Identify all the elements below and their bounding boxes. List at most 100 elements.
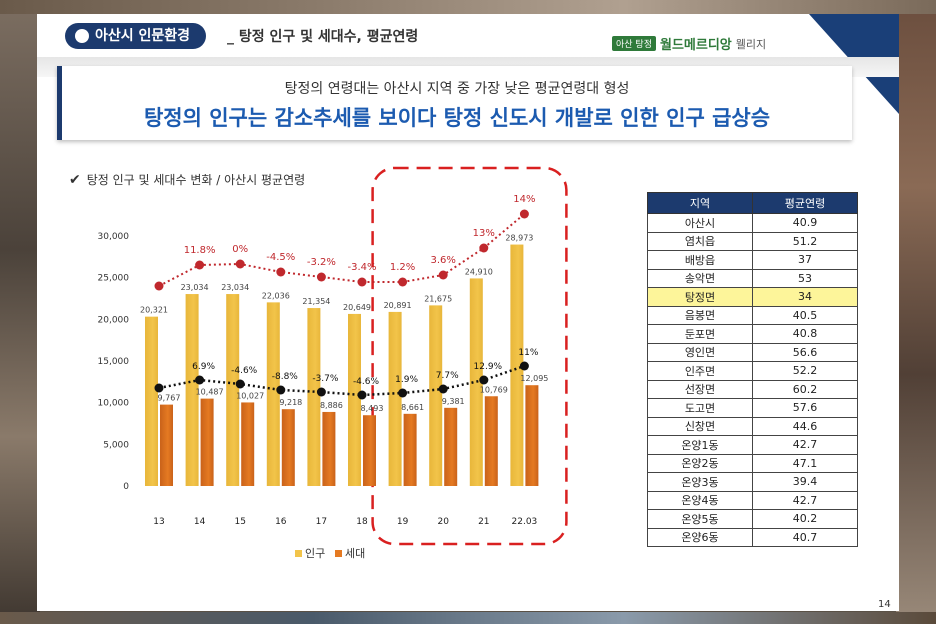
population-rate-point — [519, 209, 529, 219]
region-cell: 온양6동 — [647, 527, 753, 547]
table-row: 온양6동 40.7 — [647, 527, 858, 547]
avg-age-cell: 40.8 — [752, 324, 858, 344]
table-row: 아산시 40.9 — [647, 213, 858, 233]
avg-age-cell: 60.2 — [752, 379, 858, 399]
population-value-label: 20,649 — [343, 303, 371, 312]
avg-age-cell: 56.6 — [752, 342, 858, 362]
bar-households — [444, 407, 458, 486]
bullet-icon — [75, 29, 89, 43]
region-cell: 인주면 — [647, 361, 753, 381]
population-rate-point — [479, 243, 489, 253]
y-tick-label: 30,000 — [98, 232, 130, 242]
table-header-row: 지역 평균연령 — [647, 192, 858, 214]
population-rate-point — [357, 277, 367, 287]
bar-population — [266, 302, 280, 486]
bar-households — [241, 402, 255, 486]
region-cell: 아산시 — [647, 213, 753, 233]
table-row: 온양4동 42.7 — [647, 490, 858, 510]
population-chart: 0 5,000 10,000 15,000 20,000 25,000 30,000 20,3… — [98, 166, 568, 560]
population-value-label: 21,675 — [424, 294, 452, 303]
bar-population — [469, 278, 483, 486]
y-tick-label: 20,000 — [98, 315, 130, 325]
population-rate-label: 0% — [232, 244, 248, 255]
banner-headline: 탕정의 인구는 감소추세를 보이다 탕정 신도시 개발로 인한 인구 급상승 — [143, 106, 771, 130]
population-value-label: 28,973 — [505, 234, 533, 243]
background-left — [0, 0, 40, 624]
y-tick-label: 10,000 — [98, 399, 130, 409]
household-rate-point — [154, 383, 164, 393]
household-rate-label: 7.7% — [436, 371, 459, 381]
population-rate-line — [158, 213, 526, 287]
bar-population — [510, 244, 524, 486]
avg-age-cell: 40.7 — [752, 527, 858, 547]
highlight-box — [371, 166, 568, 546]
legend-label-households: 세대 — [345, 547, 365, 560]
avg-age-cell: 44.6 — [752, 416, 858, 436]
bar-population — [145, 316, 158, 486]
logo-badge: 아산 탕정 — [612, 36, 656, 51]
bar-population — [226, 294, 240, 486]
household-rate-label: -4.6% — [353, 377, 380, 387]
household-rate-label: -3.7% — [312, 374, 339, 384]
population-value-label: 20,321 — [140, 306, 168, 315]
avg-age-cell: 52.2 — [752, 361, 858, 381]
region-cell: 온양5동 — [647, 509, 753, 529]
household-rate-label: 11% — [518, 348, 538, 358]
avg-age-cell: 53 — [752, 268, 858, 288]
region-cell: 온양3동 — [647, 472, 753, 492]
population-value-label: 23,034 — [181, 283, 209, 292]
population-rate-point — [195, 260, 205, 270]
logo-main-text: 월드메르디앙 — [659, 38, 732, 53]
region-cell: 음봉면 — [647, 305, 753, 325]
table-row: 온양2동 47.1 — [647, 453, 858, 473]
population-rate-label: 11.8% — [184, 245, 216, 256]
x-tick-label: 19 — [397, 517, 409, 527]
household-rate-point — [398, 388, 408, 398]
population-rate-label: 3.6% — [430, 255, 455, 266]
x-tick-label: 14 — [194, 517, 206, 527]
region-cell: 선장면 — [647, 379, 753, 399]
region-cell: 둔포면 — [647, 324, 753, 344]
population-rate-point — [276, 267, 286, 277]
region-cell: 온양4동 — [647, 490, 753, 510]
population-rate-point — [235, 259, 245, 269]
avg-age-cell: 37 — [752, 250, 858, 270]
population-rate-label: 1.2% — [390, 262, 415, 273]
avg-age-cell: 42.7 — [752, 490, 858, 510]
avg-age-cell: 40.2 — [752, 509, 858, 529]
table-row: 음봉면 40.5 — [647, 305, 858, 325]
region-cell: 탕정면 — [647, 287, 753, 307]
bar-households — [322, 411, 336, 486]
avg-age-cell: 57.6 — [752, 398, 858, 418]
household-rate-label: -4.6% — [231, 366, 258, 376]
household-value-label: 9,767 — [158, 394, 181, 403]
household-value-label: 9,218 — [279, 398, 302, 407]
bar-households — [403, 413, 417, 486]
chart-title-text: 탕정 인구 및 세대수 변화 / 아산시 평균연령 — [86, 173, 306, 187]
table-row: 탕정면 34 — [647, 287, 858, 307]
bar-population — [388, 311, 402, 486]
population-value-label: 24,910 — [465, 267, 493, 276]
region-cell: 신창면 — [647, 416, 753, 436]
x-tick-label: 15 — [234, 517, 245, 527]
x-tick-label: 20 — [437, 517, 449, 527]
avg-age-cell: 40.9 — [752, 213, 858, 233]
y-tick-label: 0 — [123, 482, 129, 492]
page-number: 14 — [878, 599, 891, 610]
average-age-table: 지역 평균연령 아산시 40.9 염치읍 51.2 배방읍 37 송악면 53 탕정면 34 음봉면… — [647, 192, 858, 547]
table-row: 온양3동 39.4 — [647, 472, 858, 492]
section-label: 아산시 인문환경 — [95, 28, 191, 44]
household-value-label: 10,487 — [196, 388, 224, 397]
population-rate-label: -3.2% — [307, 257, 336, 268]
bar-households — [200, 398, 214, 486]
legend-swatch-population — [295, 550, 302, 557]
region-cell: 배방읍 — [647, 250, 753, 270]
population-rate-point — [154, 281, 164, 291]
banner-subtitle: 탕정의 연령대는 아산시 지역 중 가장 낮은 평균연령대 형성 — [284, 81, 630, 97]
household-value-label: 8,886 — [320, 401, 343, 410]
legend-label-population: 인구 — [305, 547, 325, 560]
household-rate-point — [479, 375, 489, 385]
household-rate-line — [158, 364, 525, 397]
bar-households — [160, 404, 173, 486]
x-tick-label: 18 — [356, 517, 368, 527]
